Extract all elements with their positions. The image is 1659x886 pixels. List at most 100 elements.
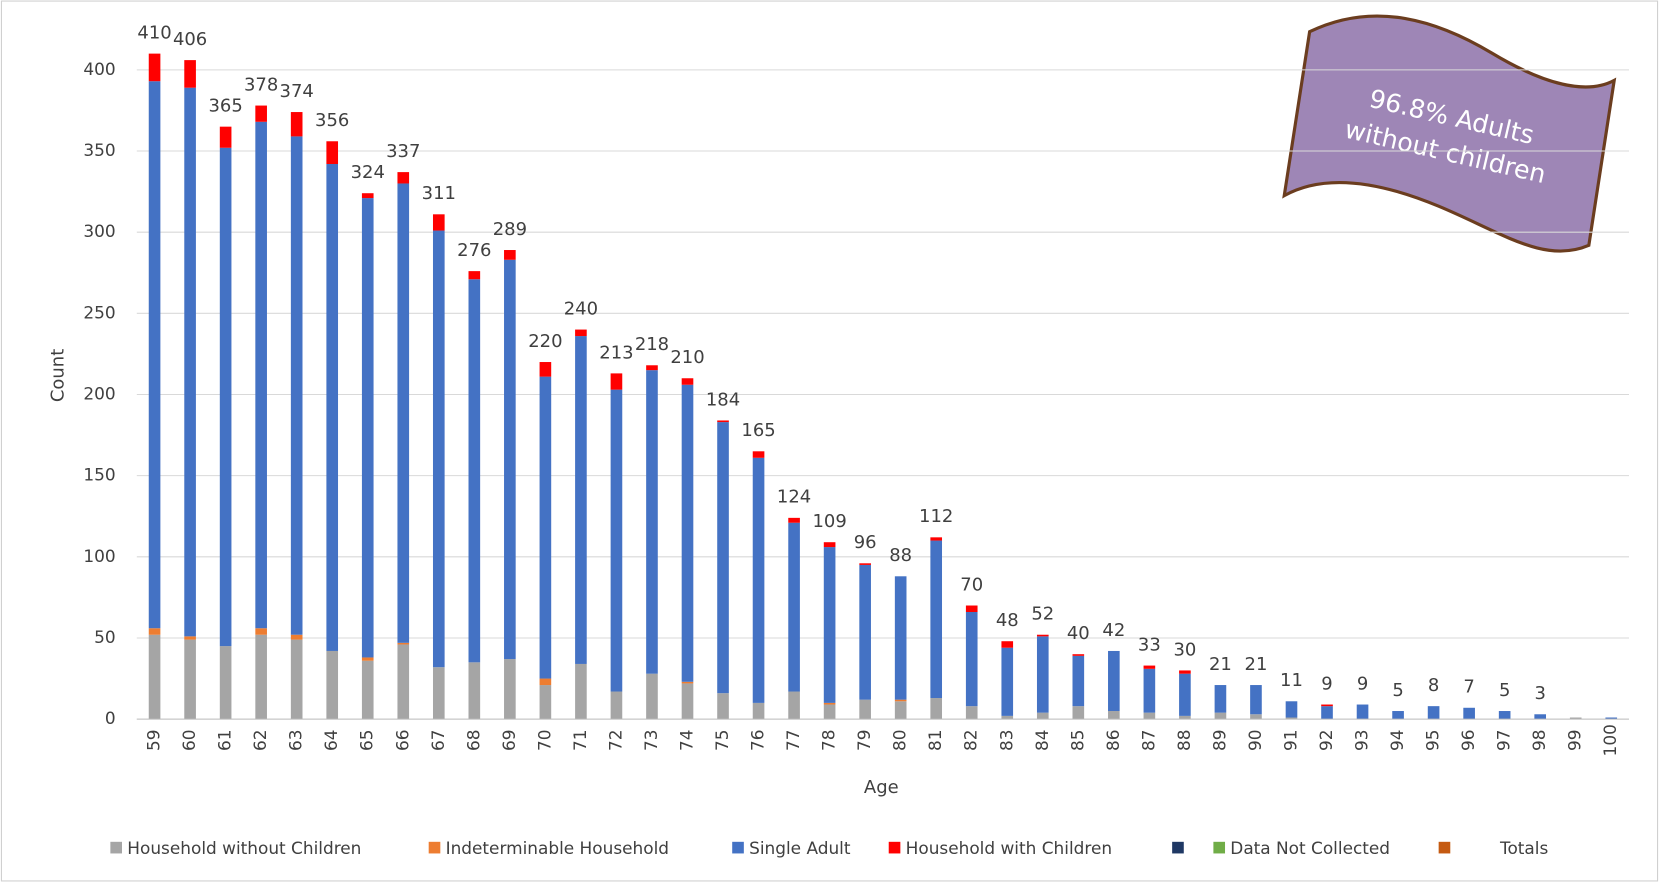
total-label: 112 [919, 506, 953, 527]
bar-segment [1072, 654, 1085, 656]
bar-segment [610, 389, 623, 692]
x-tick-label: 69 [499, 730, 519, 752]
bar-segment [148, 53, 161, 82]
bar-segment [1534, 714, 1547, 720]
bar-segment [1498, 711, 1511, 720]
legend-swatch [732, 841, 744, 854]
legend-swatch [110, 841, 122, 854]
total-label: 276 [457, 240, 491, 261]
total-label: 9 [1321, 673, 1332, 694]
total-label: 337 [386, 141, 420, 162]
bar-segment [575, 336, 587, 664]
bar-segment [432, 214, 445, 231]
x-tick-label: 71 [570, 730, 590, 752]
x-tick-label: 96 [1458, 730, 1478, 752]
x-tick-label: 76 [748, 730, 768, 752]
total-label: 8 [1428, 675, 1439, 696]
x-tick-label: 62 [250, 730, 270, 752]
bar-segment [1108, 711, 1120, 720]
bar-segment [930, 698, 943, 720]
bar-segment [504, 659, 516, 720]
bar-segment [646, 673, 658, 720]
total-label: 311 [422, 183, 456, 204]
bar-segment [1001, 647, 1014, 716]
x-tick-label: 87 [1138, 730, 1158, 752]
bar-segment [1214, 712, 1227, 720]
total-label: 88 [889, 545, 912, 566]
bar-segment [788, 517, 800, 523]
bar-segment [610, 691, 623, 720]
legend-swatch [888, 841, 901, 854]
y-axis-title: Count [48, 349, 69, 402]
bar-segment [539, 362, 552, 377]
bar-segment [930, 540, 943, 699]
bar-segment [1072, 655, 1085, 707]
x-tick-label: 66 [392, 730, 412, 752]
bar-segment [1179, 673, 1191, 716]
bar-segment [1321, 706, 1333, 720]
bar-segment [646, 365, 658, 371]
total-label: 410 [137, 23, 171, 44]
total-label: 365 [208, 96, 242, 117]
bar-segment [1036, 636, 1049, 713]
total-label: 21 [1209, 654, 1232, 675]
bar-segment [859, 564, 871, 700]
bar-segment [1463, 707, 1475, 720]
bar-segment [361, 198, 374, 658]
x-tick-label: 73 [641, 730, 661, 752]
bar-segment [1285, 701, 1298, 718]
bar-segment [1072, 706, 1085, 720]
banner-shape [1282, 14, 1617, 253]
y-tick-label: 400 [83, 59, 115, 79]
x-tick-label: 86 [1103, 730, 1123, 752]
legend-label: Single Adult [749, 838, 851, 858]
x-axis-title: Age [864, 777, 899, 798]
bar-segment [752, 451, 765, 458]
x-tick-label: 74 [676, 730, 696, 752]
bar-segment [504, 250, 516, 260]
x-tick-label: 82 [961, 730, 981, 752]
total-label: 184 [706, 389, 740, 410]
bar-segment [184, 87, 196, 637]
bar-segment [397, 172, 410, 184]
bar-segment [326, 650, 339, 720]
x-tick-label: 85 [1067, 730, 1087, 752]
y-tick-label: 300 [83, 221, 115, 241]
bar-segment [1356, 704, 1369, 720]
bar-segment [788, 522, 800, 692]
x-tick-label: 88 [1174, 730, 1194, 752]
bar-segment [1392, 711, 1404, 720]
bar-segment [326, 141, 339, 164]
x-tick-label: 94 [1387, 730, 1407, 752]
total-label: 289 [493, 219, 527, 240]
total-label: 210 [670, 347, 704, 368]
bar-segment [184, 639, 196, 720]
bar-segment [1285, 717, 1298, 720]
bar-segment [717, 693, 729, 720]
x-tick-label: 68 [463, 730, 483, 752]
y-tick-label: 0 [105, 708, 116, 728]
legend-label: Indeterminable Household [446, 838, 669, 858]
bar-segment [823, 702, 836, 705]
bar-segment [219, 646, 232, 720]
x-tick-label: 100 [1600, 724, 1620, 756]
x-tick-label: 65 [357, 730, 377, 752]
bar-segment [326, 163, 339, 651]
bar-segment [717, 422, 729, 694]
bar-segment [681, 683, 694, 720]
legend-swatch [428, 841, 441, 854]
x-tick-label: 63 [286, 730, 306, 752]
bar-segment [539, 376, 552, 679]
bar-segment [1605, 717, 1618, 720]
x-tick-label: 77 [783, 730, 803, 752]
bar-segment [1036, 712, 1049, 720]
x-tick-label: 84 [1032, 730, 1052, 752]
bar-segment [894, 701, 907, 720]
total-label: 220 [528, 331, 562, 352]
bar-segment [965, 706, 978, 720]
bar-segment [823, 547, 836, 703]
bar-segment [894, 699, 907, 702]
legend-label: Totals [1499, 838, 1548, 858]
x-tick-label: 61 [215, 730, 235, 752]
x-tick-label: 67 [428, 730, 448, 752]
